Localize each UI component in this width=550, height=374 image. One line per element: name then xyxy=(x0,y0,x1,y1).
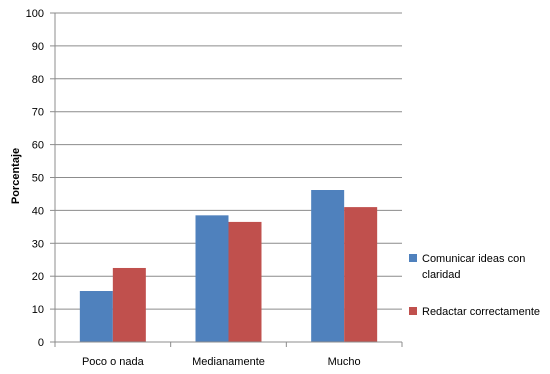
y-tick-label: 100 xyxy=(26,8,44,20)
y-tick-label: 40 xyxy=(32,205,44,217)
y-axis-label: Porcentaje xyxy=(10,148,22,204)
legend-swatch xyxy=(409,254,417,262)
y-tick-label: 50 xyxy=(32,173,44,185)
x-tick-labels: Poco o nada Medianamente Mucho xyxy=(82,356,361,368)
y-tick-label: 80 xyxy=(32,74,44,86)
legend-swatch xyxy=(409,307,417,315)
y-tick-label: 30 xyxy=(32,238,44,250)
y-tick-label: 10 xyxy=(32,304,44,316)
x-tick-label: Poco o nada xyxy=(82,356,145,368)
y-tick-labels: 0 10 20 30 40 50 60 70 80 90 100 xyxy=(26,8,44,349)
bar-series1-poco-o-nada xyxy=(79,291,113,342)
y-tick-label: 20 xyxy=(32,271,44,283)
axes xyxy=(54,13,403,347)
bar-series2-mucho xyxy=(344,207,378,342)
bar-series2-poco-o-nada xyxy=(112,267,146,342)
x-tick-label: Medianamente xyxy=(192,356,265,368)
bar-series2-medianamente xyxy=(228,221,262,342)
y-tick-label: 70 xyxy=(32,107,44,119)
y-tick-label: 90 xyxy=(32,41,44,53)
legend-label: Comunicar ideas con xyxy=(422,253,525,265)
y-tick-label: 0 xyxy=(38,337,44,349)
bars xyxy=(79,190,378,342)
bar-series1-mucho xyxy=(311,190,345,342)
legend-label: Redactar correctamente xyxy=(422,306,540,318)
bar-series1-medianamente xyxy=(195,215,229,342)
y-tick-label: 60 xyxy=(32,140,44,152)
legend: Comunicar ideas con claridad Redactar corr… xyxy=(409,253,540,318)
legend-label: claridad xyxy=(422,269,461,281)
x-tick-label: Mucho xyxy=(328,356,361,368)
